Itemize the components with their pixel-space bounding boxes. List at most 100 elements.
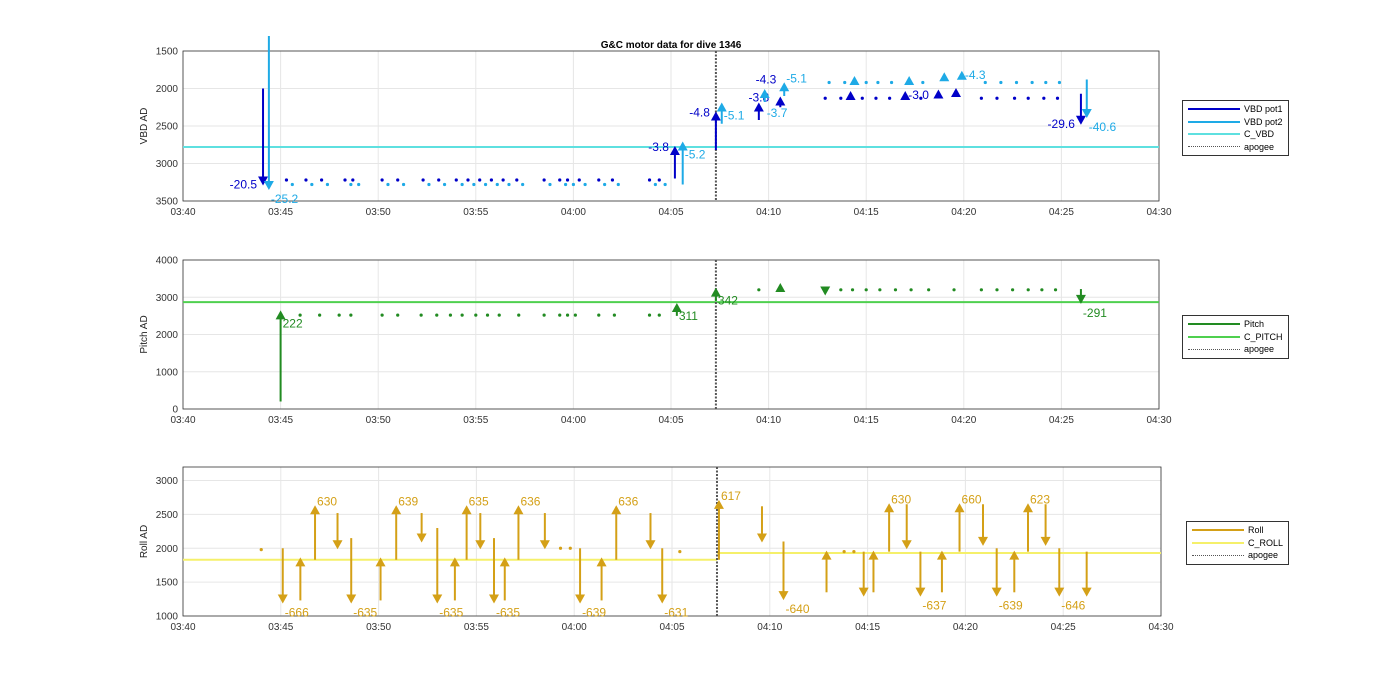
x-tick-label: 04:20 [951,415,976,426]
arrow-head [991,587,1002,597]
data-point [337,313,341,317]
data-point [437,178,441,182]
legend-vbd[interactable]: VBD pot1 VBD pot2 C_VBD apogee [1182,100,1289,156]
data-point [442,182,447,187]
axes-box [182,259,1160,410]
data-point [349,182,353,187]
arrow-head [677,141,688,151]
data-point [489,178,494,182]
x-tick-label: 03:45 [268,415,293,426]
data-point [565,313,570,317]
x-tick-label: 03:40 [170,415,195,426]
data-point [850,288,855,292]
arrow-head [346,594,357,604]
data-point [318,313,322,317]
legend-pitch[interactable]: Pitch C_PITCH apogee [1182,315,1289,359]
data-point [357,182,361,187]
x-tick-label: 03:45 [268,622,293,633]
data-point [1040,288,1044,292]
data-label: -40.6 [1089,120,1117,134]
triangle-marker [933,89,944,99]
data-label: 635 [469,494,489,508]
data-point [319,178,324,182]
data-label: 639 [398,494,418,508]
x-tick-label: 04:30 [1146,207,1171,218]
x-tick-label: 03:50 [366,207,391,218]
arrow-head [645,540,656,550]
data-point [478,178,482,182]
y-tick-label: 0 [172,405,178,416]
data-point [757,288,761,292]
data-point [678,550,682,554]
y-tick-label: 2000 [156,84,179,95]
data-point [298,313,302,317]
x-tick-label: 04:05 [658,207,683,218]
data-label: 222 [283,316,303,330]
data-label: -291 [1083,306,1107,320]
data-point [571,182,576,187]
legend-entry: VBD pot1 [1244,104,1283,115]
data-point [351,178,355,182]
data-label: -29.6 [1048,117,1076,131]
x-tick-label: 03:50 [366,415,391,426]
x-tick-label: 04:15 [854,207,879,218]
x-tick-label: 03:55 [464,622,489,633]
data-point [843,80,847,85]
arrow-head [901,540,912,550]
data-point [427,182,431,187]
x-tick-label: 03:55 [463,415,488,426]
data-point [380,178,384,182]
data-point [874,96,878,100]
x-tick-label: 04:20 [951,207,976,218]
legend-entry: VBD pot2 [1244,116,1283,127]
data-point [860,96,864,100]
arrow-head [1075,115,1086,125]
arrow-head [391,505,402,515]
arrow-head [461,505,472,515]
data-point [558,178,562,182]
data-point [501,178,505,182]
data-point [663,182,667,187]
data-point [889,80,894,85]
arrow-head [258,176,269,186]
data-point [542,178,546,182]
x-tick-label: 04:00 [561,207,586,218]
legend-roll[interactable]: Roll C_ROLL apogee [1186,521,1290,565]
data-point [558,546,563,550]
arrow-head [1040,536,1051,546]
data-point [507,182,511,187]
data-point [647,313,652,317]
data-label: -4.3 [965,68,986,82]
axes-box [182,50,1160,202]
data-point [460,182,464,187]
data-label: -635 [439,605,463,619]
data-point [657,313,661,317]
data-point [597,313,601,317]
x-tick-label: 03:40 [170,622,195,633]
arrow-head [1054,587,1065,597]
arrow-head [499,557,510,567]
data-point [304,178,308,182]
y-tick-label: 1500 [156,47,179,58]
data-point [577,178,581,182]
arrow-head [575,594,586,604]
x-tick-label: 04:30 [1148,622,1173,633]
arrow-head [489,594,500,604]
data-point [290,182,294,187]
data-label: 617 [721,489,741,503]
data-point [349,313,353,317]
x-tick-label: 04:00 [561,415,586,426]
data-point [612,313,616,317]
data-point [401,182,406,187]
legend-entry: C_PITCH [1244,331,1283,342]
data-label: 342 [718,294,738,308]
triangle-marker [775,282,786,292]
data-point [597,178,601,182]
data-point [999,80,1003,85]
data-label: 311 [679,309,698,323]
data-point [573,313,577,317]
arrow-head [513,505,524,515]
data-label: -25.2 [271,192,299,206]
arrow-head [1081,109,1092,118]
data-point [485,313,490,317]
